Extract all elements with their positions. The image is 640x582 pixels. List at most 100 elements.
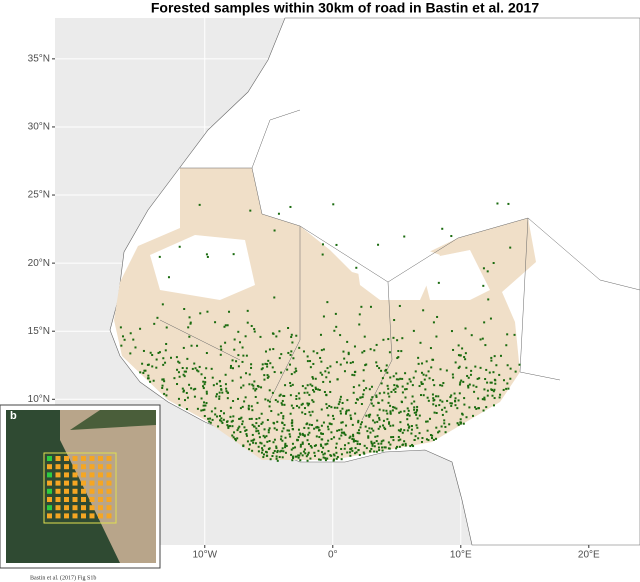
sample-dot — [338, 429, 341, 432]
sample-dot — [289, 381, 292, 384]
sample-dot — [185, 391, 188, 394]
sample-dot — [360, 403, 363, 406]
sample-dot — [307, 404, 310, 407]
sample-dot — [432, 358, 435, 361]
sample-dot — [349, 414, 352, 417]
sample-dot — [267, 399, 270, 402]
sample-dot — [410, 402, 413, 405]
sample-dot — [474, 365, 477, 368]
sample-dot — [297, 454, 300, 457]
sample-dot — [363, 452, 366, 455]
sample-dot — [335, 457, 338, 460]
sample-dot — [339, 395, 342, 398]
inset-sample — [64, 513, 69, 519]
y-tick-label: 30°N — [28, 122, 50, 133]
sample-dot — [415, 408, 418, 411]
sample-dot — [250, 405, 253, 408]
sample-dot — [502, 379, 505, 382]
sample-dot — [322, 432, 325, 435]
sample-dot — [407, 409, 410, 412]
sample-dot — [355, 451, 358, 454]
sample-dot — [356, 398, 359, 401]
sample-dot — [353, 345, 356, 348]
sample-dot — [362, 393, 365, 396]
sample-dot — [161, 303, 164, 306]
sample-dot — [285, 444, 288, 447]
sample-dot — [403, 235, 406, 238]
sample-dot — [321, 253, 324, 256]
sample-dot — [397, 378, 400, 381]
sample-dot — [358, 454, 361, 457]
inset-sample — [47, 480, 52, 486]
sample-dot — [239, 431, 242, 434]
sample-dot — [392, 375, 395, 378]
y-tick-label: 20°N — [28, 258, 50, 269]
sample-dot — [435, 426, 438, 429]
sample-dot — [255, 430, 258, 433]
inset-sample — [64, 472, 69, 478]
sample-dot — [220, 410, 223, 413]
sample-dot — [343, 432, 346, 435]
sample-dot — [222, 418, 225, 421]
sample-dot — [282, 417, 285, 420]
sample-dot — [475, 407, 478, 410]
sample-dot — [202, 404, 205, 407]
sample-dot — [220, 388, 223, 391]
sample-dot — [309, 444, 312, 447]
sample-dot — [459, 381, 462, 384]
sample-dot — [280, 402, 283, 405]
sample-dot — [183, 375, 186, 378]
sample-dot — [329, 422, 332, 425]
sample-dot — [224, 373, 227, 376]
sample-dot — [397, 439, 400, 442]
sample-dot — [409, 380, 412, 383]
sample-dot — [401, 337, 404, 340]
sample-dot — [509, 246, 512, 249]
inset-sample — [55, 456, 61, 461]
sample-dot — [390, 390, 393, 393]
sample-dot — [122, 335, 125, 338]
sample-dot — [315, 426, 318, 429]
sample-dot — [301, 432, 304, 435]
sample-dot — [392, 439, 395, 442]
inset-sample — [55, 480, 61, 486]
sample-dot — [246, 440, 249, 443]
sample-dot — [506, 382, 509, 385]
sample-dot — [271, 455, 274, 458]
sample-dot — [215, 382, 218, 385]
sample-dot — [459, 421, 462, 424]
sample-dot — [384, 428, 387, 431]
sample-dot — [304, 452, 307, 455]
sample-dot — [257, 432, 260, 435]
sample-dot — [268, 440, 271, 443]
sample-dot — [204, 376, 207, 379]
sample-dot — [357, 429, 360, 432]
sample-dot — [330, 438, 333, 441]
sample-dot — [291, 442, 294, 445]
sample-dot — [493, 397, 496, 400]
sample-dot — [300, 403, 303, 406]
sample-dot — [281, 399, 284, 402]
sample-dot — [356, 440, 359, 443]
sample-dot — [295, 334, 298, 337]
sample-dot — [311, 384, 314, 387]
sample-dot — [292, 447, 295, 450]
sample-dot — [411, 443, 414, 446]
inset-sample — [47, 505, 52, 511]
inset-sample — [89, 505, 95, 511]
sample-dot — [313, 451, 316, 454]
sample-dot — [421, 437, 424, 440]
sample-dot — [319, 458, 322, 461]
sample-dot — [430, 437, 433, 440]
sample-dot — [406, 382, 409, 385]
sample-dot — [388, 351, 391, 354]
sample-dot — [218, 391, 221, 394]
sample-dot — [267, 448, 270, 451]
inset-sample — [106, 480, 112, 486]
sample-dot — [342, 431, 345, 434]
sample-dot — [273, 229, 276, 232]
sample-dot — [507, 202, 510, 205]
sample-dot — [188, 383, 191, 386]
sample-dot — [349, 454, 352, 457]
inset-sample — [81, 480, 86, 486]
